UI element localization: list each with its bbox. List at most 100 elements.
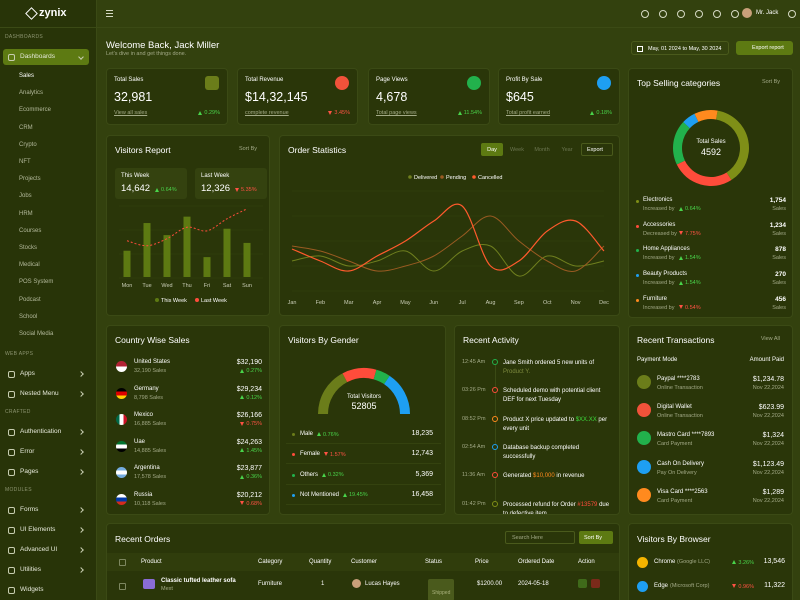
column-header: Payment Mode <box>637 357 678 363</box>
submenu-item[interactable]: Medical <box>19 262 40 269</box>
country-amount: $20,212 <box>236 491 262 499</box>
search-box[interactable]: Search Here <box>505 531 575 544</box>
country-sales: 14,885 Sales <box>134 447 167 454</box>
header-icon[interactable] <box>713 10 721 18</box>
legend-dot <box>636 298 639 302</box>
menu-item[interactable]: Apps <box>3 366 89 382</box>
sales-unit: Sales <box>772 206 786 212</box>
section-title: MODULES <box>5 487 32 494</box>
menu-item[interactable]: UI Elements <box>3 522 89 538</box>
submenu-item[interactable]: Ecommerce <box>19 107 52 114</box>
change-text: 0.12% <box>246 394 262 401</box>
activity-highlight: $XX.XX <box>575 416 597 423</box>
submenu-item[interactable]: Analytics <box>19 90 44 97</box>
menu-item[interactable]: Error <box>3 444 89 460</box>
submenu-item[interactable]: CRM <box>19 124 33 131</box>
legend-marker <box>408 175 412 179</box>
trend-arrow <box>240 395 245 400</box>
stat-value: $14,32,145 <box>245 90 308 104</box>
activity-text-part: Product X price updated to <box>503 416 576 423</box>
chart: Mon Tue Wed Thu Fri Sat Sun This Week Last Week <box>119 205 263 304</box>
tab[interactable]: Month <box>531 143 553 156</box>
header-icon[interactable] <box>677 10 685 18</box>
submenu-item[interactable]: POS System <box>19 279 54 286</box>
card-title: Recent Activity <box>463 335 519 345</box>
column-header: Product <box>141 559 162 565</box>
submenu-item[interactable]: Jobs <box>19 193 32 200</box>
timeline-dot <box>492 500 498 507</box>
menu-icon <box>8 469 15 477</box>
header-icon[interactable] <box>695 10 703 18</box>
menu-item[interactable]: Forms <box>3 502 89 518</box>
payment-date: Nov 22,2024 <box>752 385 784 391</box>
submenu-item[interactable]: HRM <box>19 210 33 217</box>
header-icon[interactable] <box>788 10 796 18</box>
submenu-item[interactable]: Courses <box>19 227 42 234</box>
section-title: DASHBOARDS <box>5 34 44 40</box>
export-button[interactable]: Export report <box>736 41 793 55</box>
menu-label: Forms <box>20 506 39 514</box>
submenu-item[interactable]: Crypto <box>19 141 37 148</box>
activity-text-part: due to defective item <box>503 501 610 515</box>
legend-marker <box>472 175 476 179</box>
submenu-item[interactable]: Podcast <box>19 296 41 303</box>
header-icon[interactable] <box>659 10 667 18</box>
payment-type: Online Transaction <box>657 385 703 391</box>
trend-arrow <box>679 305 683 310</box>
x-tick-label: Jun <box>429 300 438 306</box>
timeline-line <box>495 364 496 504</box>
trend-text: Increased by <box>643 304 675 311</box>
legend-dot <box>636 200 639 203</box>
gender-label: Not Mentioned <box>300 491 340 498</box>
visitors-report: Visitors Report Sort By This Week 14,642 0.6… <box>106 135 270 316</box>
export-button[interactable]: Export <box>581 143 613 156</box>
menu-item[interactable]: Utilities <box>3 562 89 578</box>
submenu-item[interactable]: Projects <box>19 176 41 183</box>
sort-button[interactable]: Sort By <box>579 531 613 544</box>
change-text: 0.54% <box>685 304 701 311</box>
tab[interactable]: Week <box>506 143 528 156</box>
header-icon[interactable] <box>641 10 649 18</box>
menu-item[interactable]: Authentication <box>3 424 89 440</box>
stat-value: $645 <box>506 90 534 104</box>
stat-title: Profit By Sale <box>506 77 543 83</box>
menu-item[interactable]: Pages <box>3 464 89 480</box>
payment-type: Card Payment <box>657 497 693 504</box>
x-tick-label: Thu <box>182 283 191 289</box>
date-range[interactable]: May, 01 2024 to May, 30 2024 <box>631 41 729 55</box>
change: 0.12% <box>240 395 262 401</box>
menu-item[interactable]: Advanced UI <box>3 542 89 558</box>
trend-text: Increased by <box>643 206 675 212</box>
submenu-item[interactable]: Stocks <box>19 245 38 251</box>
activity-time: 11:36 Am <box>462 472 485 479</box>
menu-item[interactable]: Nested Menu <box>3 386 89 402</box>
trend-arrow <box>235 187 239 192</box>
bar <box>243 242 251 277</box>
header-icon[interactable] <box>731 10 739 18</box>
menu-item[interactable]: Widgets <box>3 582 89 598</box>
submenu-item[interactable]: Social Media <box>19 331 54 337</box>
timeline-dot <box>492 387 498 394</box>
submenu-item[interactable]: Sales <box>19 73 35 79</box>
change: 0.75% <box>240 421 262 427</box>
country-sales: 8,798 Sales <box>134 394 164 401</box>
stat-value: 32,981 <box>114 90 153 104</box>
stat-value: 4,678 <box>376 90 408 104</box>
action-button[interactable] <box>591 579 600 588</box>
activity-text-part: Scheduled demo with potential client DEF… <box>503 388 601 404</box>
submenu-item[interactable]: NFT <box>19 159 31 165</box>
action-button[interactable] <box>578 579 587 588</box>
column-header: Status <box>425 559 443 565</box>
menu-toggle <box>106 13 113 14</box>
tab[interactable]: Day <box>481 143 503 156</box>
menu-icon <box>8 567 15 575</box>
tab[interactable]: Year <box>556 143 578 156</box>
activity-time: 01:42 Pm <box>462 500 486 507</box>
view-all[interactable]: View All <box>760 336 780 342</box>
stat-icon <box>597 76 611 90</box>
submenu-item[interactable]: School <box>19 313 38 320</box>
payment-name: Visa Card ****2563 <box>657 488 708 495</box>
welcome-subtitle: Let's dive in and get things done. <box>106 51 187 57</box>
menu-item[interactable]: Dashboards <box>3 49 89 65</box>
